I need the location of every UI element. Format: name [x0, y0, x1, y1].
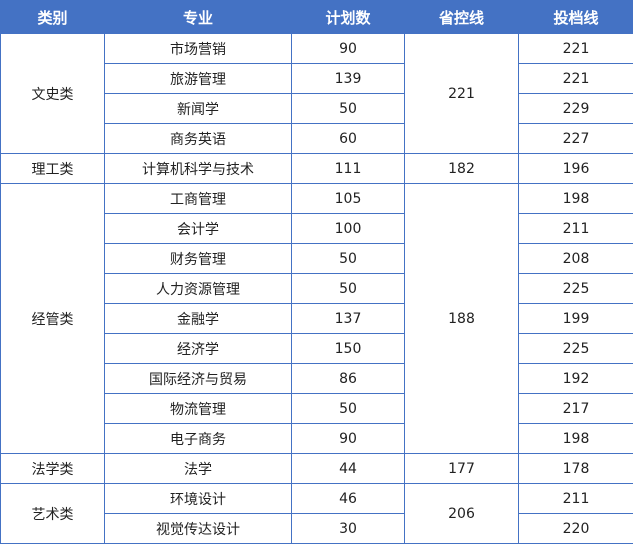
major-cell: 人力资源管理 — [105, 274, 292, 304]
control-line-cell: 177 — [405, 454, 519, 484]
major-cell: 财务管理 — [105, 244, 292, 274]
header-category: 类别 — [1, 1, 105, 34]
admission-line-cell: 229 — [519, 94, 633, 124]
major-cell: 物流管理 — [105, 394, 292, 424]
category-cell: 法学类 — [1, 454, 105, 484]
major-cell: 经济学 — [105, 334, 292, 364]
admission-line-cell: 199 — [519, 304, 633, 334]
admission-line-cell: 221 — [519, 64, 633, 94]
major-cell: 环境设计 — [105, 484, 292, 514]
admission-line-cell: 225 — [519, 274, 633, 304]
plan-cell: 50 — [292, 94, 405, 124]
category-cell: 经管类 — [1, 184, 105, 454]
plan-cell: 100 — [292, 214, 405, 244]
plan-cell: 60 — [292, 124, 405, 154]
major-cell: 电子商务 — [105, 424, 292, 454]
major-cell: 工商管理 — [105, 184, 292, 214]
plan-cell: 139 — [292, 64, 405, 94]
major-cell: 商务英语 — [105, 124, 292, 154]
admission-line-cell: 227 — [519, 124, 633, 154]
header-major: 专业 — [105, 1, 292, 34]
plan-cell: 50 — [292, 394, 405, 424]
admission-line-cell: 225 — [519, 334, 633, 364]
category-cell: 艺术类 — [1, 484, 105, 544]
major-cell: 计算机科学与技术 — [105, 154, 292, 184]
admission-line-cell: 217 — [519, 394, 633, 424]
major-cell: 国际经济与贸易 — [105, 364, 292, 394]
plan-cell: 86 — [292, 364, 405, 394]
major-cell: 视觉传达设计 — [105, 514, 292, 544]
admission-line-cell: 192 — [519, 364, 633, 394]
admission-line-cell: 198 — [519, 184, 633, 214]
admission-line-cell: 211 — [519, 484, 633, 514]
admission-line-cell: 211 — [519, 214, 633, 244]
admission-line-cell: 196 — [519, 154, 633, 184]
admission-line-cell: 208 — [519, 244, 633, 274]
plan-cell: 137 — [292, 304, 405, 334]
header-admission-line: 投档线 — [519, 1, 633, 34]
major-cell: 会计学 — [105, 214, 292, 244]
plan-cell: 50 — [292, 274, 405, 304]
major-cell: 金融学 — [105, 304, 292, 334]
admission-line-cell: 198 — [519, 424, 633, 454]
control-line-cell: 188 — [405, 184, 519, 454]
plan-cell: 90 — [292, 424, 405, 454]
major-cell: 新闻学 — [105, 94, 292, 124]
plan-cell: 50 — [292, 244, 405, 274]
plan-cell: 90 — [292, 34, 405, 64]
plan-cell: 30 — [292, 514, 405, 544]
plan-cell: 46 — [292, 484, 405, 514]
admission-line-cell: 221 — [519, 34, 633, 64]
plan-cell: 111 — [292, 154, 405, 184]
control-line-cell: 182 — [405, 154, 519, 184]
major-cell: 旅游管理 — [105, 64, 292, 94]
plan-cell: 44 — [292, 454, 405, 484]
control-line-cell: 221 — [405, 34, 519, 154]
control-line-cell: 206 — [405, 484, 519, 544]
header-row: 类别 专业 计划数 省控线 投档线 — [1, 1, 633, 34]
category-cell: 文史类 — [1, 34, 105, 154]
plan-cell: 150 — [292, 334, 405, 364]
major-cell: 法学 — [105, 454, 292, 484]
major-cell: 市场营销 — [105, 34, 292, 64]
header-control-line: 省控线 — [405, 1, 519, 34]
header-plan: 计划数 — [292, 1, 405, 34]
admission-line-cell: 220 — [519, 514, 633, 544]
admission-line-cell: 178 — [519, 454, 633, 484]
category-cell: 理工类 — [1, 154, 105, 184]
plan-cell: 105 — [292, 184, 405, 214]
